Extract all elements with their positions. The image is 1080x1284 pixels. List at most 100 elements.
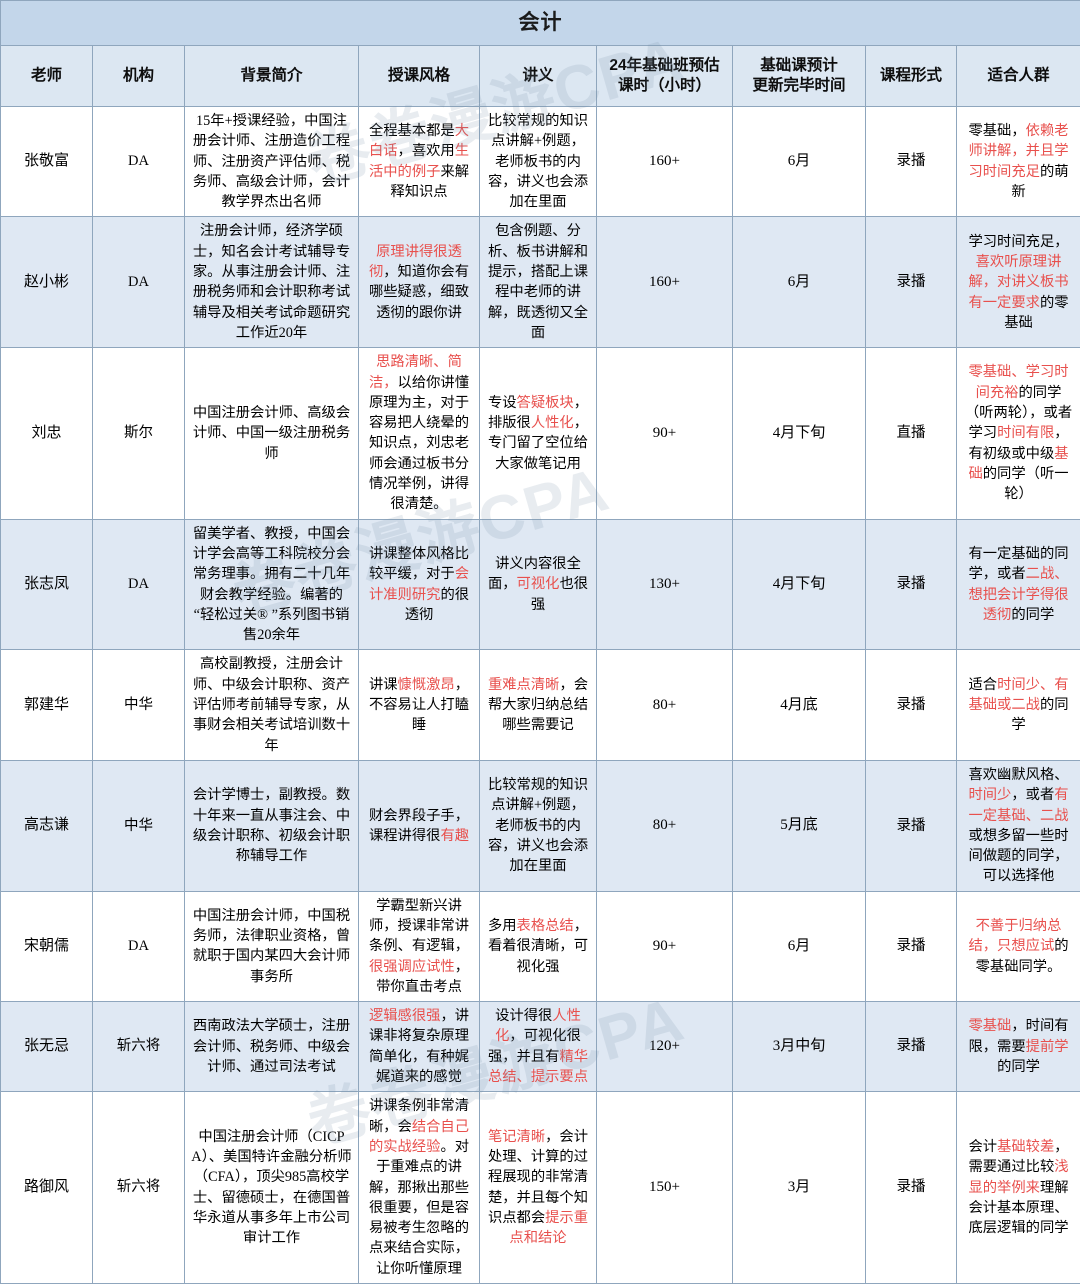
cell-teaching-style: 财会界段子手，课程讲得很有趣 <box>359 760 480 891</box>
plain-text: 注册会计师，经济学硕士，知名会计考试辅导专家。从事注册会计师、注册税务师和会计职… <box>193 223 350 340</box>
cell-organization: 斩六将 <box>93 1002 185 1092</box>
table-row: 路御风斩六将中国注册会计师（CICPA）、美国特许金融分析师（CFA），顶尖98… <box>1 1092 1080 1284</box>
cell-teaching-style: 思路清晰、简洁，以给你讲懂原理为主，对于容易把人绕晕的知识点，刘忠老师会通过板书… <box>359 348 480 519</box>
cell-background: 西南政法大学硕士，注册会计师、税务师、中级会计师、通过司法考试 <box>185 1002 359 1092</box>
plain-text: 或想多留一些时间做题的同学，可以选择他 <box>968 828 1068 885</box>
cell-handout: 比较常规的知识点讲解+例题，老师板书的内容，讲义也会添加在里面 <box>480 107 597 217</box>
cell-estimated-hours: 90+ <box>597 348 733 519</box>
cell-estimated-hours: 160+ <box>597 217 733 348</box>
plain-text: 学霸型新兴讲师，授课非常讲条例、有逻辑， <box>369 898 469 955</box>
cell-organization: 斯尔 <box>93 348 185 519</box>
cell-teacher-name: 路御风 <box>1 1092 93 1284</box>
title-row: 会计 <box>1 1 1080 46</box>
plain-text: ，或者 <box>1011 787 1054 803</box>
cell-organization: DA <box>93 891 185 1001</box>
cell-background: 15年+授课经验，中国注册会计师、注册造价工程师、注册资产评估师、税务师、高级会… <box>185 107 359 217</box>
plain-text: 以给你讲懂原理为主，对于容易把人绕晕的知识点，刘忠老师会通过板书分情况举例，讲得… <box>369 375 469 513</box>
plain-text: 中国注册会计师，中国税务师，法律职业资格，曾就职于国内某四大会计师事务所 <box>193 908 350 985</box>
plain-text: 全程基本都是 <box>369 123 455 139</box>
plain-text: 15年+授课经验，中国注册会计师、注册造价工程师、注册资产评估师、税务师、高级会… <box>193 113 350 210</box>
highlighted-text: 时间少 <box>968 787 1011 803</box>
cell-background: 中国注册会计师（CICPA）、美国特许金融分析师（CFA），顶尖985高校学士、… <box>185 1092 359 1284</box>
cell-teacher-name: 张志凤 <box>1 519 93 650</box>
highlighted-text: 时间有限 <box>997 425 1054 441</box>
cell-handout: 比较常规的知识点讲解+例题，老师板书的内容，讲义也会添加在里面 <box>480 760 597 891</box>
plain-text: 留美学者、教授，中国会计学会高等工科院校分会常务理事。拥有二十几年财会教学经验。… <box>193 526 350 643</box>
cell-teacher-name: 赵小彬 <box>1 217 93 348</box>
cell-course-format: 录播 <box>866 1092 957 1284</box>
plain-text: 中国注册会计师、高级会计师、中国一级注册税务师 <box>193 405 350 462</box>
cell-course-format: 直播 <box>866 348 957 519</box>
plain-text: 的同学 <box>997 1059 1040 1075</box>
highlighted-text: 重难点清晰 <box>488 677 559 693</box>
column-header-estimated-hours: 24年基础班预估 课时（小时） <box>597 46 733 107</box>
cell-course-format: 录播 <box>866 650 957 760</box>
plain-text: 讲课 <box>369 677 398 693</box>
cell-estimated-hours: 80+ <box>597 650 733 760</box>
column-header-teacher: 老师 <box>1 46 93 107</box>
plain-text: 。对于重难点的讲解，那揪出那些很重要，但是容易被考生忽略的点来结合实际，让你听懂… <box>369 1139 469 1277</box>
cell-target-audience: 零基础，依赖老师讲解，并且学习时间充足的萌新 <box>957 107 1080 217</box>
cell-organization: DA <box>93 519 185 650</box>
cell-handout: 讲义内容很全面，可视化也很强 <box>480 519 597 650</box>
cell-estimated-hours: 160+ <box>597 107 733 217</box>
cell-teacher-name: 郭建华 <box>1 650 93 760</box>
plain-text: 比较常规的知识点讲解+例题，老师板书的内容，讲义也会添加在里面 <box>488 113 588 210</box>
cell-handout: 笔记清晰，会计处理、计算的过程展现的非常清楚，并且每个知识点都会提示重点和结论 <box>480 1092 597 1284</box>
plain-text: 会计学博士，副教授。数十年来一直从事注会、中级会计职称、初级会计职称辅导工作 <box>193 787 350 864</box>
cell-finish-time: 5月底 <box>733 760 866 891</box>
highlighted-text: 逻辑感很强 <box>369 1008 440 1024</box>
highlighted-text: 基础较差 <box>997 1139 1054 1155</box>
plain-text: 包含例题、分析、板书讲解和提示，搭配上课程中老师的讲解，既透彻又全面 <box>488 223 588 340</box>
cell-teaching-style: 学霸型新兴讲师，授课非常讲条例、有逻辑，很强调应试性，带你直击考点 <box>359 891 480 1001</box>
table-head: 会计 老师 机构 背景简介 授课风格 讲义 24年基础班预估 课时（小时） 基础… <box>1 1 1080 107</box>
cell-course-format: 录播 <box>866 1002 957 1092</box>
column-header-target-audience: 适合人群 <box>957 46 1080 107</box>
cell-handout: 包含例题、分析、板书讲解和提示，搭配上课程中老师的讲解，既透彻又全面 <box>480 217 597 348</box>
cell-finish-time: 6月 <box>733 891 866 1001</box>
plain-text: 多用 <box>488 918 517 934</box>
cell-background: 会计学博士，副教授。数十年来一直从事注会、中级会计职称、初级会计职称辅导工作 <box>185 760 359 891</box>
cell-estimated-hours: 120+ <box>597 1002 733 1092</box>
cell-target-audience: 不善于归纳总结，只想应试的零基础同学。 <box>957 891 1080 1001</box>
plain-text: 比较常规的知识点讲解+例题，老师板书的内容，讲义也会添加在里面 <box>488 777 588 874</box>
column-header-finish-time-line2: 更新完毕时间 <box>738 76 860 96</box>
cell-estimated-hours: 90+ <box>597 891 733 1001</box>
cell-organization: 中华 <box>93 760 185 891</box>
cell-teacher-name: 高志谦 <box>1 760 93 891</box>
cell-teaching-style: 逻辑感很强，讲课非将复杂原理简单化，有种娓娓道来的感觉 <box>359 1002 480 1092</box>
plain-text: 专设 <box>488 395 517 411</box>
cell-target-audience: 学习时间充足，喜欢听原理讲解，对讲义板书有一定要求的零基础 <box>957 217 1080 348</box>
cell-estimated-hours: 80+ <box>597 760 733 891</box>
cell-handout: 重难点清晰，会帮大家归纳总结哪些需要记 <box>480 650 597 760</box>
cell-finish-time: 3月 <box>733 1092 866 1284</box>
plain-text: 的同学（听一轮） <box>983 466 1069 502</box>
plain-text: ，知道你会有哪些疑惑，细致透彻的跟你讲 <box>369 264 469 321</box>
cell-finish-time: 3月中旬 <box>733 1002 866 1092</box>
cell-background: 留美学者、教授，中国会计学会高等工科院校分会常务理事。拥有二十几年财会教学经验。… <box>185 519 359 650</box>
cell-organization: 中华 <box>93 650 185 760</box>
cell-target-audience: 适合时间少、有基础或二战的同学 <box>957 650 1080 760</box>
cell-estimated-hours: 150+ <box>597 1092 733 1284</box>
cell-course-format: 录播 <box>866 760 957 891</box>
cell-handout: 专设答疑板块，排版很人性化，专门留了空位给大家做笔记用 <box>480 348 597 519</box>
cell-finish-time: 4月下旬 <box>733 519 866 650</box>
column-header-estimated-hours-line2: 课时（小时） <box>602 76 727 96</box>
highlighted-text: 人性化 <box>531 415 574 431</box>
cell-organization: DA <box>93 107 185 217</box>
cell-finish-time: 6月 <box>733 107 866 217</box>
cell-organization: DA <box>93 217 185 348</box>
cell-teacher-name: 张敬富 <box>1 107 93 217</box>
highlighted-text: 提前学 <box>1026 1039 1069 1055</box>
cell-target-audience: 零基础，时间有限，需要提前学的同学 <box>957 1002 1080 1092</box>
cell-background: 中国注册会计师，中国税务师，法律职业资格，曾就职于国内某四大会计师事务所 <box>185 891 359 1001</box>
cell-teaching-style: 讲课慷慨激昂，不容易让人打瞌睡 <box>359 650 480 760</box>
column-header-background: 背景简介 <box>185 46 359 107</box>
highlighted-text: 慷慨激昂 <box>398 677 455 693</box>
highlighted-text: 可视化 <box>517 576 560 592</box>
